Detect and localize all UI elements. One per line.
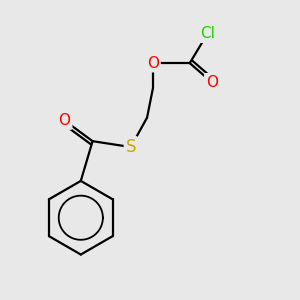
Text: S: S (126, 138, 136, 156)
Text: O: O (147, 56, 159, 70)
Text: O: O (58, 113, 70, 128)
Text: O: O (206, 75, 218, 90)
Text: Cl: Cl (200, 26, 215, 41)
